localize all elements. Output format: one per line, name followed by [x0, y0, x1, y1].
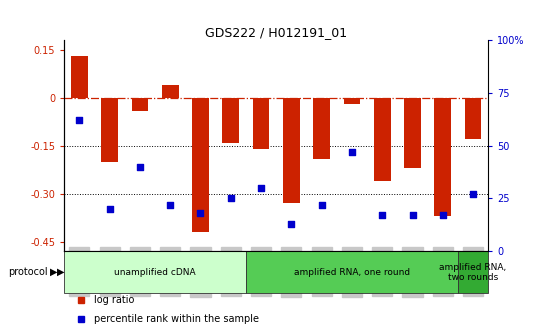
Point [317, 202, 326, 207]
Point [166, 202, 175, 207]
Bar [313, 98, 330, 159]
Bar [283, 98, 300, 203]
Bar [64, 251, 246, 293]
Bar [344, 98, 360, 104]
Bar [101, 98, 118, 162]
Point [348, 150, 357, 155]
Point [408, 213, 417, 218]
Bar [435, 98, 451, 216]
Text: GDS222 / H012191_01: GDS222 / H012191_01 [205, 26, 347, 39]
Bar [374, 98, 391, 181]
Point [287, 221, 296, 226]
Text: protocol: protocol [8, 267, 48, 277]
Text: ▶: ▶ [50, 267, 57, 277]
Bar [71, 56, 88, 98]
Point [257, 185, 266, 191]
Point [136, 164, 145, 170]
Text: amplified RNA, one round: amplified RNA, one round [294, 268, 410, 277]
Point [227, 196, 235, 201]
Point [196, 211, 205, 216]
Bar [162, 85, 179, 98]
Bar [465, 98, 482, 139]
Text: ▶: ▶ [57, 267, 64, 277]
Point [439, 213, 448, 218]
Text: log ratio: log ratio [94, 295, 134, 305]
Bar [132, 98, 148, 111]
Bar [223, 98, 239, 142]
Bar [246, 251, 458, 293]
Text: unamplified cDNA: unamplified cDNA [114, 268, 196, 277]
Point [105, 206, 114, 212]
Point [469, 192, 478, 197]
Point [75, 118, 84, 123]
Point [378, 213, 387, 218]
Bar [404, 98, 421, 168]
Text: percentile rank within the sample: percentile rank within the sample [94, 314, 259, 324]
Bar [253, 98, 270, 149]
Bar [458, 251, 488, 293]
Text: amplified RNA,
two rounds: amplified RNA, two rounds [440, 262, 507, 282]
Bar [192, 98, 209, 232]
